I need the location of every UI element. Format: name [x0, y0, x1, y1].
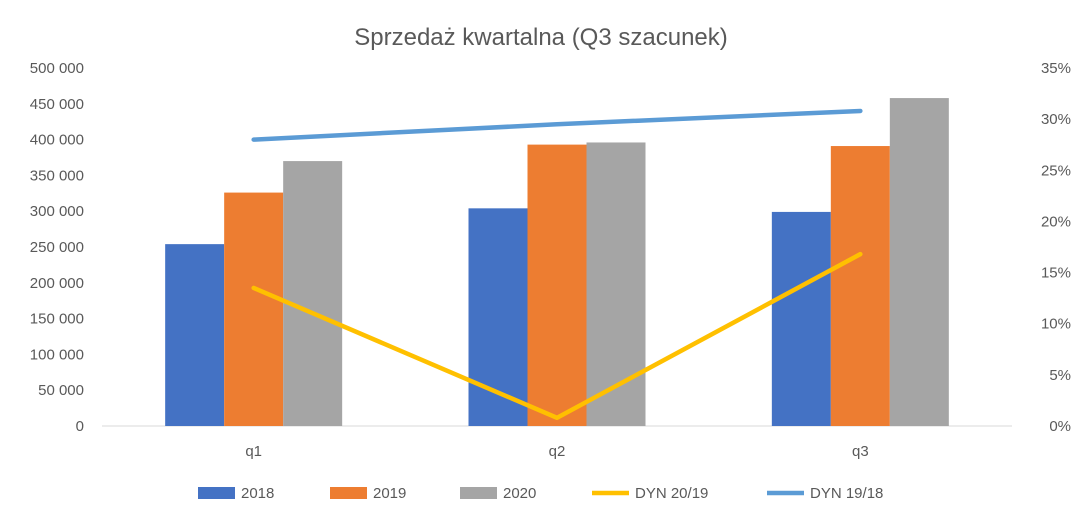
legend-label: DYN 20/19 — [635, 485, 708, 502]
right-tick-label: 15% — [1041, 265, 1071, 282]
bar-2020-q1 — [283, 161, 343, 426]
bar-2020-q2 — [586, 142, 646, 427]
left-tick-label: 200 000 — [30, 275, 84, 292]
right-tick-label: 35% — [1041, 60, 1071, 77]
left-tick-label: 450 000 — [30, 96, 84, 113]
left-tick-label: 100 000 — [30, 346, 84, 363]
left-tick-label: 300 000 — [30, 203, 84, 220]
x-tick-label-q1: q1 — [245, 443, 262, 460]
legend: 2018 2019 2020 DYN 20/19 DYN 19/18 — [198, 485, 883, 502]
legend-swatch-2020 — [460, 487, 497, 499]
bars — [165, 98, 949, 427]
legend-label: 2019 — [373, 485, 406, 502]
lines — [251, 108, 863, 421]
legend-swatch-2018 — [198, 487, 235, 499]
left-tick-label: 150 000 — [30, 311, 84, 328]
left-tick-label: 50 000 — [38, 382, 84, 399]
bar-2018-q2 — [468, 208, 528, 426]
right-tick-label: 0% — [1049, 418, 1071, 435]
right-tick-label: 10% — [1041, 316, 1071, 333]
right-tick-label: 5% — [1049, 367, 1071, 384]
left-tick-label: 250 000 — [30, 239, 84, 256]
right-tick-label: 20% — [1041, 213, 1071, 230]
left-tick-label: 350 000 — [30, 167, 84, 184]
bar-2019-q2 — [527, 144, 587, 426]
x-tick-label-q2: q2 — [549, 443, 566, 460]
x-tick-label-q3: q3 — [852, 443, 869, 460]
line-DYN-20-19 — [251, 251, 863, 421]
legend-label: DYN 19/18 — [810, 485, 883, 502]
bar-2020-q3 — [889, 98, 949, 427]
legend-label: 2018 — [241, 485, 274, 502]
chart-title: Sprzedaż kwartalna (Q3 szacunek) — [354, 24, 728, 51]
right-axis: 0% 5% 10% 15% 20% 25% 30% 35% — [1041, 60, 1071, 435]
bar-2018-q3 — [771, 211, 831, 426]
bar-2019-q3 — [830, 146, 890, 426]
left-tick-label: 400 000 — [30, 132, 84, 149]
legend-swatch-2019 — [330, 487, 367, 499]
x-axis: q1 q2 q3 — [245, 443, 868, 460]
legend-label: 2020 — [503, 485, 536, 502]
left-tick-label: 500 000 — [30, 60, 84, 77]
left-axis: 0 50 000 100 000 150 000 200 000 250 000 300 0… — [30, 60, 84, 435]
bar-2018-q1 — [165, 244, 225, 426]
line-DYN-19-18 — [251, 108, 863, 142]
left-tick-label: 0 — [76, 418, 84, 435]
bar-2019-q1 — [224, 192, 284, 426]
right-tick-label: 30% — [1041, 111, 1071, 128]
right-tick-label: 25% — [1041, 162, 1071, 179]
